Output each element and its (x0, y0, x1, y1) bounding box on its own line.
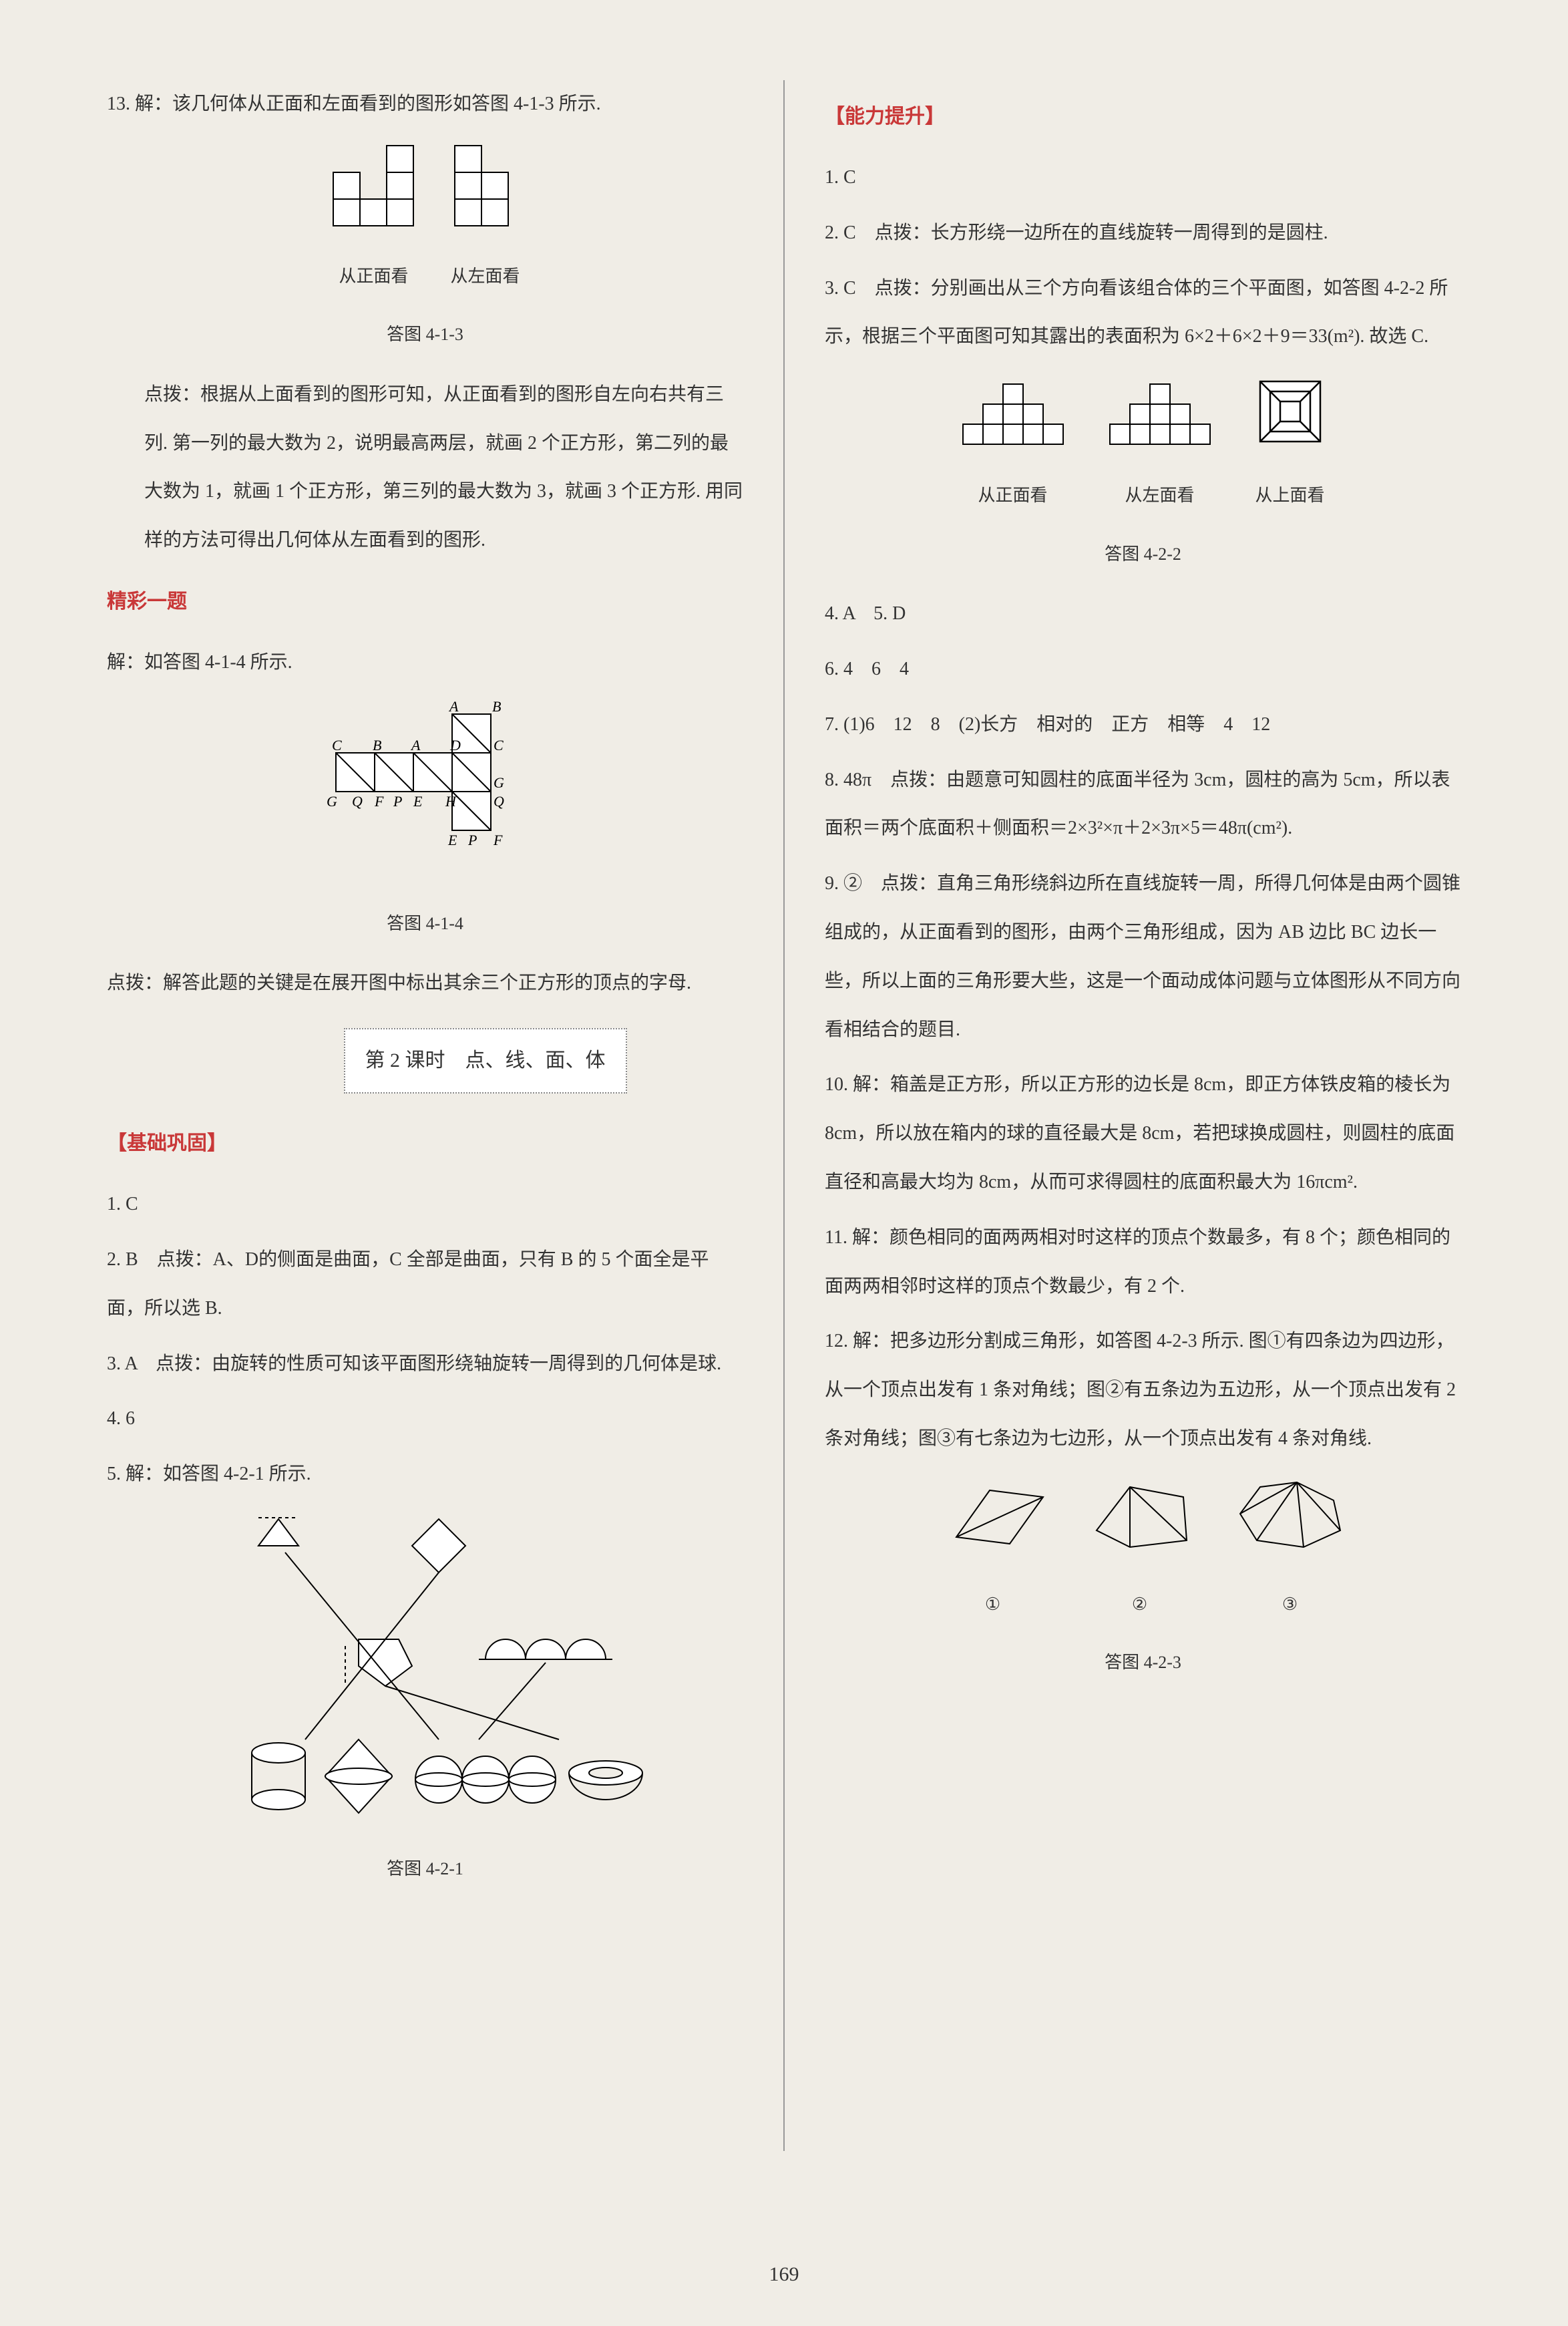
fig422-caption: 答图 4-2-2 (825, 532, 1461, 577)
heptagon-icon (1230, 1477, 1350, 1557)
jichu-3: 3. A 点拨：由旋转的性质可知该平面图形绕轴旋转一周得到的几何体是球. (107, 1340, 743, 1389)
fig422-front-label: 从正面看 (956, 473, 1070, 518)
fig422-front: 从正面看 (956, 375, 1070, 518)
svg-text:F: F (493, 832, 503, 848)
n4-5: 4. A 5. D (825, 590, 1461, 639)
jingcai-header: 精彩一题 (107, 576, 743, 628)
jichu-4: 4. 6 (107, 1395, 743, 1444)
poly-1: ① (936, 1477, 1050, 1627)
right-column: 【能力提升】 1. C 2. C 点拨：长方形绕一边所在的直线旋转一周得到的是圆… (825, 80, 1461, 2151)
svg-text:E: E (413, 793, 423, 810)
jingcai-solution: 解：如答图 4-1-4 所示. (107, 639, 743, 687)
n2: 2. C 点拨：长方形绕一边所在的直线旋转一周得到的是圆柱. (825, 209, 1461, 258)
fig422-top-label: 从上面看 (1250, 473, 1330, 518)
column-divider (783, 80, 785, 2151)
left-view-label: 从左面看 (450, 254, 520, 299)
lesson2-title: 第 2 课时 点、线、面、体 (344, 1028, 627, 1094)
svg-text:C: C (332, 737, 342, 754)
nengli-header: 【能力提升】 (825, 91, 1461, 143)
fig422-left-label: 从左面看 (1103, 473, 1217, 518)
svg-text:Q: Q (352, 793, 363, 810)
svg-text:H: H (445, 793, 457, 810)
n7: 7. (1)6 12 8 (2)长方 相对的 正方 相等 4 12 (825, 701, 1461, 750)
jichu-5: 5. 解：如答图 4-2-1 所示. (107, 1450, 743, 1499)
pentagon-icon (1083, 1477, 1197, 1557)
n11: 11. 解：颜色相同的面两两相对时这样的顶点个数最多，有 8 个；颜色相同的面两… (825, 1214, 1461, 1311)
lesson2-title-wrap: 第 2 课时 点、线、面、体 (107, 1015, 743, 1107)
svg-text:C: C (494, 737, 504, 754)
left-pyramid-icon (1103, 375, 1217, 448)
svg-text:A: A (448, 701, 459, 715)
n12: 12. 解：把多边形分割成三角形，如答图 4-2-3 所示. 图①有四条边为四边… (825, 1317, 1461, 1463)
p13-dianbo: 点拨：根据从上面看到的图形可知，从正面看到的图形自左向右共有三列. 第一列的最大… (107, 371, 743, 565)
quadrilateral-icon (936, 1477, 1050, 1557)
fig422-top: 从上面看 (1250, 375, 1330, 518)
p13-intro: 13. 解：该几何体从正面和左面看到的图形如答图 4-1-3 所示. (107, 80, 743, 129)
svg-text:A: A (410, 737, 421, 754)
n6: 6. 4 6 4 (825, 645, 1461, 694)
fig413-front: 从正面看 (330, 142, 417, 299)
n1: 1. C (825, 154, 1461, 202)
poly-3: ③ (1230, 1477, 1350, 1627)
fig413-caption: 答图 4-1-3 (107, 312, 743, 357)
figure-4-1-3: 从正面看 从左面看 (107, 142, 743, 299)
svg-text:F: F (374, 793, 384, 810)
fig423-caption: 答图 4-2-3 (825, 1640, 1461, 1685)
svg-text:Q: Q (494, 793, 504, 810)
top-view-icon (1250, 375, 1330, 448)
n3: 3. C 点拨：分别画出从三个方向看该组合体的三个平面图，如答图 4-2-2 所… (825, 265, 1461, 362)
fig422-left: 从左面看 (1103, 375, 1217, 518)
svg-text:B: B (373, 737, 381, 754)
page-number: 169 (769, 2263, 799, 2286)
svg-text:E: E (447, 832, 457, 848)
n8: 8. 48π 点拨：由题意可知圆柱的底面半径为 3cm，圆柱的高为 5cm，所以… (825, 756, 1461, 854)
poly2-label: ② (1083, 1582, 1197, 1627)
cube-unfold-icon: AB CBADC GQFPEHGQ EPF (285, 701, 566, 888)
poly-2: ② (1083, 1477, 1197, 1627)
figure-4-2-2: 从正面看 从左面看 (825, 375, 1461, 518)
figure-4-2-1 (107, 1512, 743, 1833)
left-view-icon (451, 142, 518, 229)
n10: 10. 解：箱盖是正方形，所以正方形的边长是 8cm，即正方体铁皮箱的棱长为 8… (825, 1061, 1461, 1206)
front-view-label: 从正面看 (330, 254, 417, 299)
fig414-caption: 答图 4-1-4 (107, 901, 743, 947)
svg-text:P: P (393, 793, 402, 810)
rotation-match-icon (192, 1512, 659, 1833)
page-content: 13. 解：该几何体从正面和左面看到的图形如答图 4-1-3 所示. 从正面看 (107, 80, 1461, 2151)
svg-text:P: P (467, 832, 477, 848)
front-pyramid-icon (956, 375, 1070, 448)
figure-4-2-3: ① ② (825, 1477, 1461, 1627)
figure-4-1-4: AB CBADC GQFPEHGQ EPF (107, 701, 743, 888)
poly1-label: ① (936, 1582, 1050, 1627)
left-column: 13. 解：该几何体从正面和左面看到的图形如答图 4-1-3 所示. 从正面看 (107, 80, 743, 2151)
svg-text:G: G (327, 793, 337, 810)
jichu-2: 2. B 点拨：A、D的侧面是曲面，C 全部是曲面，只有 B 的 5 个面全是平… (107, 1236, 743, 1333)
svg-text:B: B (492, 701, 501, 715)
svg-text:G: G (494, 774, 504, 791)
fig413-left: 从左面看 (450, 142, 520, 299)
poly3-label: ③ (1230, 1582, 1350, 1627)
fig421-caption: 答图 4-2-1 (107, 1846, 743, 1892)
front-view-icon (330, 142, 417, 229)
n9: 9. ② 点拨：直角三角形绕斜边所在直线旋转一周，所得几何体是由两个圆锥组成的，… (825, 860, 1461, 1054)
jichu-1: 1. C (107, 1180, 743, 1229)
jingcai-dianbo: 点拨：解答此题的关键是在展开图中标出其余三个正方形的顶点的字母. (107, 959, 743, 1008)
jichu-header: 【基础巩固】 (107, 1118, 743, 1170)
svg-text:D: D (449, 737, 461, 754)
